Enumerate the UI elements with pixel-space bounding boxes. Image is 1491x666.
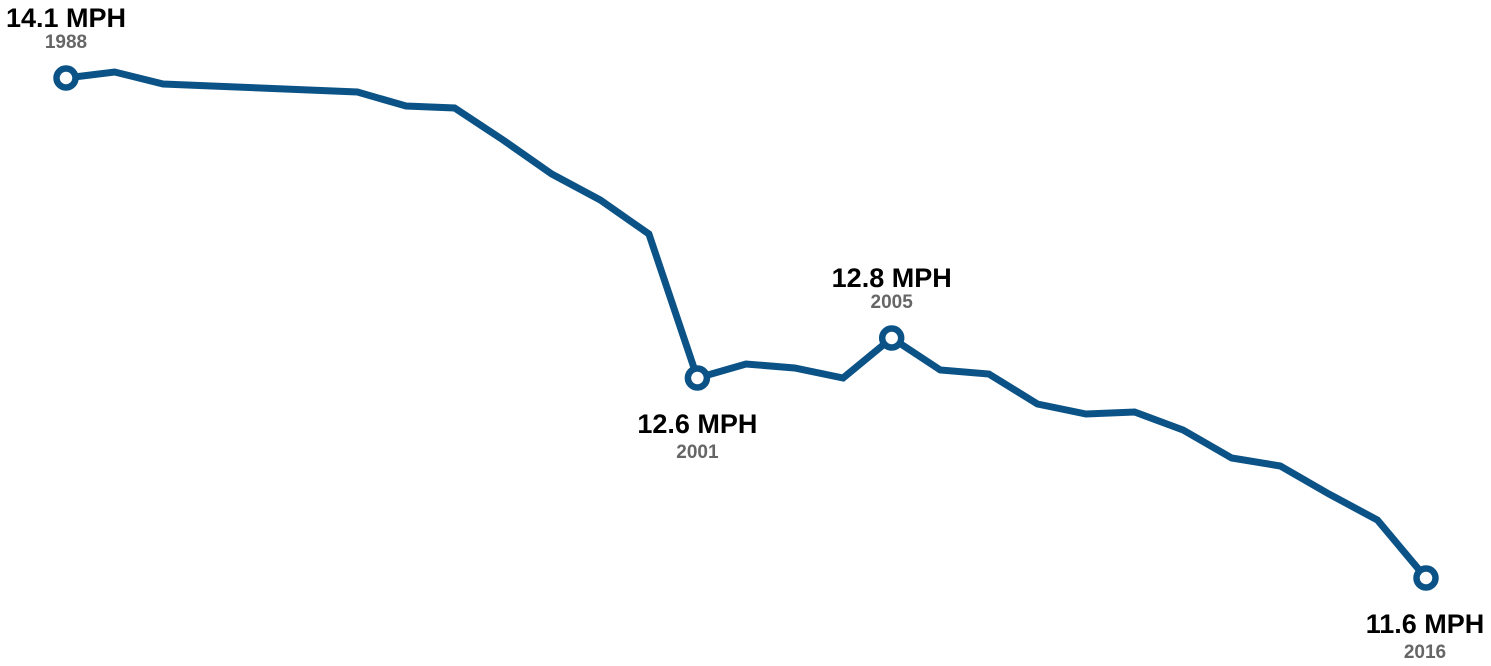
data-point-marker-2005 — [878, 325, 905, 351]
line-layer — [65, 68, 1429, 581]
data-point-marker-2001 — [684, 365, 711, 391]
year-label-2016: 2016 — [1404, 642, 1446, 663]
value-label-2005: 12.8 MPH — [832, 263, 952, 293]
value-label-2001: 12.6 MPH — [637, 409, 757, 439]
speed-series-line — [65, 68, 1429, 581]
year-label-1988: 1988 — [45, 32, 87, 53]
value-label-2016: 11.6 MPH — [1366, 609, 1485, 639]
year-label-2005: 2005 — [871, 292, 914, 313]
data-point-marker-2016 — [1413, 565, 1439, 591]
marker-layer — [53, 65, 1439, 591]
data-point-marker-1988 — [53, 65, 79, 91]
value-label-1988: 14.1 MPH — [6, 3, 126, 33]
year-label-2001: 2001 — [676, 442, 719, 463]
